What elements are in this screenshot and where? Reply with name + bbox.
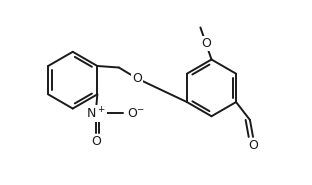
Text: O: O (91, 135, 101, 148)
Text: O: O (132, 72, 142, 85)
Text: O: O (201, 37, 211, 50)
Text: O: O (248, 139, 258, 152)
Text: N$^+$: N$^+$ (86, 106, 105, 121)
Text: O$^{-}$: O$^{-}$ (127, 107, 145, 120)
